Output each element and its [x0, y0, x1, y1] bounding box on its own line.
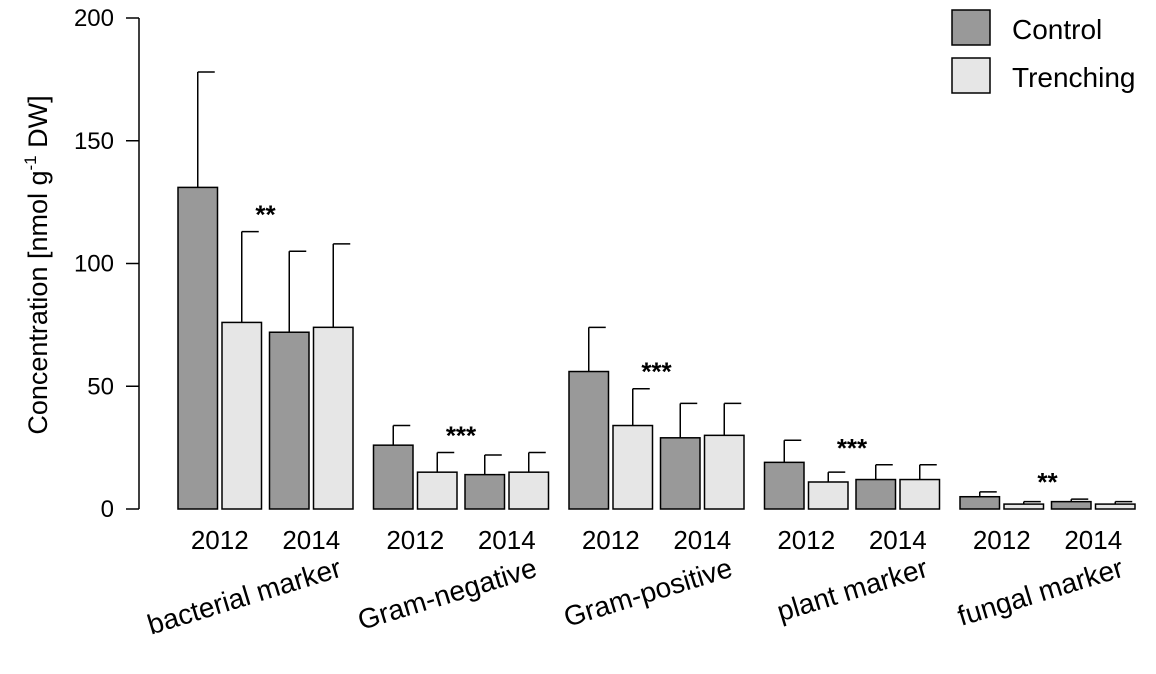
bar-trenching	[613, 426, 653, 509]
category-label: Gram-positive	[560, 552, 736, 633]
y-tick-label: 0	[101, 496, 114, 523]
y-axis-label: Concentration [nmol g-1 DW]	[21, 95, 53, 434]
bar-trenching	[809, 482, 849, 509]
bar-control	[465, 475, 505, 509]
legend: Control Trenching	[952, 10, 1135, 93]
year-label: 2012	[582, 525, 640, 555]
bar-trenching	[509, 472, 549, 509]
bar-trenching	[222, 322, 262, 509]
category-label: fungal marker	[954, 552, 1127, 632]
category-label: bacterial marker	[144, 552, 345, 640]
bar-control	[1052, 502, 1092, 509]
year-label: 2014	[673, 525, 731, 555]
bar-control	[270, 332, 310, 509]
y-axis-label-tail: DW]	[23, 95, 53, 155]
significance-label: **	[1037, 467, 1058, 497]
y-tick-label: 200	[74, 5, 114, 32]
year-label: 2012	[191, 525, 249, 555]
y-tick-label: 150	[74, 128, 114, 155]
y-axis: 0 50 100 150 200	[74, 5, 139, 523]
year-label: 2014	[282, 525, 340, 555]
bars	[178, 72, 1135, 509]
legend-label: Control	[1012, 14, 1102, 45]
legend-swatch-trenching	[952, 58, 990, 93]
year-label: 2014	[1064, 525, 1122, 555]
category-label: plant marker	[773, 552, 931, 627]
year-label: 2014	[478, 525, 536, 555]
bar-trenching	[314, 327, 354, 509]
y-axis-label-main: Concentration [nmol g	[23, 170, 53, 434]
significance-label: **	[255, 200, 276, 230]
bar-control	[856, 480, 896, 509]
bar-control	[178, 187, 218, 509]
bar-control	[569, 372, 609, 509]
bar-trenching	[418, 472, 458, 509]
bar-control	[661, 438, 701, 509]
significance-label: ***	[446, 421, 477, 451]
legend-label: Trenching	[1012, 62, 1135, 93]
y-axis-label-superscript: -1	[21, 155, 40, 170]
category-label: Gram-negative	[354, 552, 540, 636]
significance-label: ***	[641, 357, 672, 387]
bar-trenching	[1096, 504, 1136, 509]
bar-trenching	[1004, 504, 1044, 509]
year-label: 2012	[777, 525, 835, 555]
year-label: 2012	[973, 525, 1031, 555]
bar-control	[765, 462, 805, 509]
year-label: 2012	[386, 525, 444, 555]
bar-control	[960, 497, 1000, 509]
significance-label: ***	[837, 433, 868, 463]
y-tick-label: 50	[87, 373, 114, 400]
y-tick-label: 100	[74, 251, 114, 278]
bar-control	[374, 445, 414, 509]
legend-swatch-control	[952, 10, 990, 45]
bar-trenching	[900, 480, 940, 509]
year-label: 2014	[869, 525, 927, 555]
bar-trenching	[705, 435, 745, 509]
